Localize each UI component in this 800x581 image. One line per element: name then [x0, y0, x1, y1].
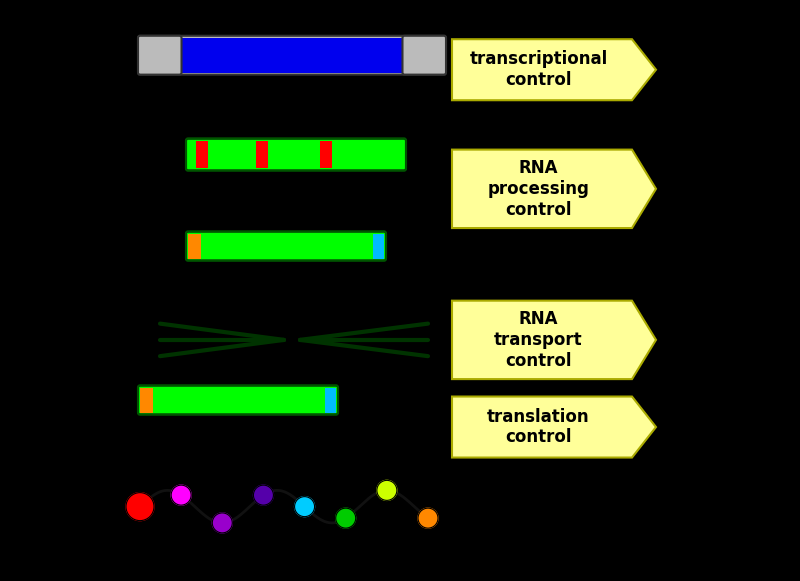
FancyBboxPatch shape	[138, 386, 338, 414]
Circle shape	[254, 485, 274, 505]
Bar	[325, 388, 336, 413]
Circle shape	[126, 493, 154, 521]
FancyBboxPatch shape	[138, 36, 182, 74]
Bar	[188, 234, 201, 259]
Polygon shape	[452, 149, 656, 228]
Circle shape	[171, 485, 191, 505]
Bar	[179, 38, 405, 73]
Polygon shape	[452, 39, 656, 100]
Text: translation
control: translation control	[487, 408, 590, 446]
Bar	[256, 141, 268, 168]
Bar	[320, 141, 332, 168]
Bar	[140, 388, 153, 413]
Circle shape	[212, 513, 232, 533]
Text: RNA
processing
control: RNA processing control	[487, 159, 590, 218]
Circle shape	[336, 508, 356, 528]
Circle shape	[377, 480, 397, 500]
Bar	[196, 141, 208, 168]
FancyBboxPatch shape	[186, 232, 386, 260]
FancyBboxPatch shape	[402, 36, 446, 74]
Circle shape	[294, 497, 314, 517]
Circle shape	[418, 508, 438, 528]
Polygon shape	[452, 396, 656, 458]
Text: RNA
transport
control: RNA transport control	[494, 310, 582, 370]
FancyBboxPatch shape	[138, 36, 446, 74]
FancyBboxPatch shape	[186, 139, 406, 170]
Bar	[373, 234, 384, 259]
Text: transcriptional
control: transcriptional control	[470, 51, 607, 89]
Polygon shape	[452, 301, 656, 379]
